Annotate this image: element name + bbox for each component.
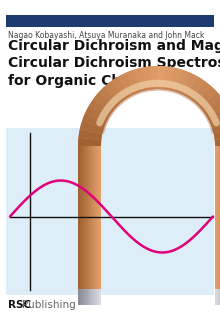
Polygon shape [200, 92, 220, 113]
Bar [219, 289, 220, 305]
Bar [97, 289, 99, 305]
Polygon shape [150, 66, 158, 89]
Polygon shape [214, 129, 220, 140]
Polygon shape [80, 121, 104, 134]
Bar [82, 289, 84, 305]
Bar [99, 146, 101, 289]
Text: RSC: RSC [8, 300, 31, 310]
Bar [219, 146, 220, 289]
Bar [93, 289, 95, 305]
Polygon shape [164, 67, 175, 90]
Polygon shape [207, 106, 220, 123]
Bar [84, 146, 86, 289]
Polygon shape [85, 106, 109, 123]
Text: Circular Dichroism and Magnetic
Circular Dichroism Spectroscopy
for Organic Chem: Circular Dichroism and Magnetic Circular… [8, 39, 220, 88]
Bar [6, 128, 214, 295]
Bar [215, 146, 217, 289]
Polygon shape [141, 67, 152, 90]
Polygon shape [212, 121, 220, 134]
Polygon shape [215, 138, 220, 146]
Bar [90, 289, 92, 305]
Bar [215, 146, 220, 289]
Bar [86, 289, 88, 305]
Bar [80, 289, 82, 305]
Polygon shape [187, 77, 205, 100]
Bar [78, 289, 101, 305]
Bar [80, 146, 82, 289]
Polygon shape [89, 99, 112, 118]
Polygon shape [78, 66, 220, 146]
Polygon shape [82, 114, 106, 128]
Bar [82, 146, 84, 289]
Polygon shape [158, 66, 166, 89]
Bar [92, 146, 93, 289]
Text: Publishing: Publishing [22, 300, 76, 310]
Bar [88, 289, 90, 305]
Bar [84, 289, 86, 305]
Bar [78, 146, 80, 289]
Bar [78, 289, 80, 305]
Bar [86, 146, 88, 289]
Bar [90, 146, 92, 289]
Polygon shape [196, 86, 217, 108]
Polygon shape [125, 70, 140, 94]
Bar [217, 289, 219, 305]
Polygon shape [210, 114, 220, 128]
Polygon shape [204, 99, 220, 118]
Bar [93, 146, 95, 289]
Bar [99, 289, 101, 305]
Polygon shape [176, 70, 191, 94]
Polygon shape [191, 81, 212, 104]
Bar [78, 146, 101, 289]
Polygon shape [133, 68, 146, 92]
Text: Nagao Kobayashi, Atsuya Muranaka and John Mack: Nagao Kobayashi, Atsuya Muranaka and Joh… [8, 31, 204, 40]
Bar [92, 289, 93, 305]
Bar [6, 15, 214, 27]
Bar [217, 146, 219, 289]
Bar [95, 289, 97, 305]
Polygon shape [118, 73, 135, 97]
Bar [95, 146, 97, 289]
Polygon shape [104, 81, 125, 104]
Bar [88, 146, 90, 289]
Polygon shape [181, 73, 198, 97]
Polygon shape [93, 92, 116, 113]
Bar [215, 289, 217, 305]
Polygon shape [170, 68, 183, 92]
Bar [97, 146, 99, 289]
Polygon shape [99, 86, 120, 108]
Bar [215, 289, 220, 305]
Polygon shape [78, 138, 101, 146]
Polygon shape [79, 129, 102, 140]
Polygon shape [111, 77, 130, 100]
